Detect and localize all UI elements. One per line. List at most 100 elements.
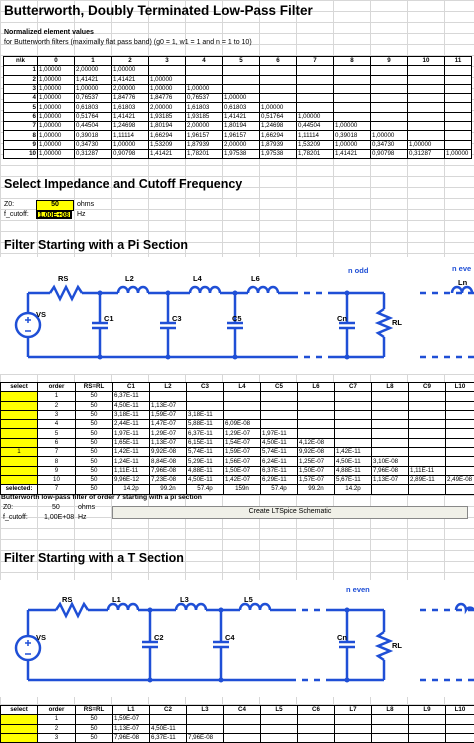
- column-header: 11: [445, 57, 472, 66]
- table-cell: 7,96E-08: [113, 733, 150, 742]
- select-cell[interactable]: [1, 724, 38, 733]
- column-header: L8: [372, 383, 409, 392]
- table-cell: 1,13E-07: [372, 475, 409, 484]
- table-cell: [445, 75, 472, 84]
- column-header: 8: [334, 57, 371, 66]
- table-cell: [297, 94, 334, 103]
- table-cell: 1,66294: [260, 131, 297, 140]
- table-cell: 4,88E-11: [187, 466, 224, 475]
- select-cell[interactable]: [1, 392, 38, 401]
- select-cell[interactable]: [1, 466, 38, 475]
- table-cell: 6,09E-08: [224, 420, 261, 429]
- column-header: C9: [409, 383, 446, 392]
- table-cell: [260, 94, 297, 103]
- t-label-c2: C2: [154, 633, 164, 642]
- table-cell: [260, 84, 297, 93]
- column-header: order: [38, 706, 76, 715]
- table-cell: [408, 94, 445, 103]
- pi-label-l6: L6: [251, 274, 260, 283]
- pi-label-c5: C5: [232, 314, 242, 323]
- table-cell: [298, 733, 335, 742]
- select-cell[interactable]: [1, 429, 38, 438]
- column-header: RS=RL: [76, 706, 113, 715]
- pi-label-n-even: n eve: [452, 264, 471, 273]
- table-cell: 1,00000: [371, 131, 408, 140]
- create-ltspice-schematic-button[interactable]: Create LTSpice Schematic: [112, 506, 468, 519]
- table-cell: [334, 112, 371, 121]
- fc-input[interactable]: 1,00E+08: [36, 210, 72, 219]
- table-cell: [409, 733, 446, 742]
- table-cell: 1,57E-07: [298, 475, 335, 484]
- column-header: n\k: [4, 57, 38, 66]
- table-cell: [408, 66, 445, 75]
- select-cell[interactable]: [1, 715, 38, 724]
- column-header: 2: [112, 57, 149, 66]
- table-cell: [372, 410, 409, 419]
- pi-label-rl: RL: [392, 318, 402, 327]
- table-cell: 7,96E-08: [150, 466, 187, 475]
- selected-cell: [446, 485, 474, 494]
- select-cell[interactable]: [1, 475, 38, 484]
- table-cell: 1,50E-07: [298, 466, 335, 475]
- column-header: RS=RL: [76, 383, 113, 392]
- column-header: L1: [113, 706, 150, 715]
- pi-fc-unit: Hz: [78, 514, 87, 521]
- table-cell: 1: [38, 392, 76, 401]
- table-cell: [372, 420, 409, 429]
- table-cell: 1,97E-11: [113, 429, 150, 438]
- t-label-vs: VS: [36, 633, 46, 642]
- normalized-note: for Butterworth filters (maximally flat …: [4, 39, 252, 46]
- table-cell: [446, 733, 474, 742]
- column-header: 6: [260, 57, 297, 66]
- table-cell: 1,41421: [223, 112, 260, 121]
- select-cell[interactable]: [1, 420, 38, 429]
- pi-label-l2: L2: [125, 274, 134, 283]
- t-label-l5: L5: [244, 595, 253, 604]
- table-cell: 50: [76, 392, 113, 401]
- table-cell: [372, 401, 409, 410]
- table-cell: 4,50E-11: [335, 457, 372, 466]
- column-header: 10: [408, 57, 445, 66]
- table-cell: 6,37E-11: [113, 392, 150, 401]
- table-cell: 6,37E-11: [150, 733, 187, 742]
- table-cell: 2,00000: [75, 66, 112, 75]
- table-cell: [371, 112, 408, 121]
- select-cell[interactable]: [1, 410, 38, 419]
- table-cell: [371, 84, 408, 93]
- table-cell: [335, 401, 372, 410]
- t-section-title: Filter Starting with a T Section: [4, 551, 184, 565]
- table-cell: 1,00000: [75, 84, 112, 93]
- select-cell[interactable]: 1: [1, 448, 38, 457]
- select-cell[interactable]: [1, 457, 38, 466]
- select-cell[interactable]: [1, 438, 38, 447]
- table-cell: [409, 429, 446, 438]
- table-cell: 8: [38, 457, 76, 466]
- table-cell: 2,00000: [223, 140, 260, 149]
- select-cell[interactable]: [1, 401, 38, 410]
- table-cell: 1,42E-07: [224, 475, 261, 484]
- selected-cell: 14.2p: [113, 485, 150, 494]
- table-cell: [298, 392, 335, 401]
- table-cell: [409, 457, 446, 466]
- table-cell: 5,74E-11: [261, 448, 298, 457]
- table-cell: 1,00000: [186, 84, 223, 93]
- table-cell: 1,41421: [112, 75, 149, 84]
- table-cell: [445, 94, 472, 103]
- table-cell: 1,13E-07: [113, 724, 150, 733]
- table-cell: [408, 103, 445, 112]
- table-cell: 0,31287: [408, 149, 445, 158]
- select-cell[interactable]: [1, 733, 38, 742]
- table-cell: 1,29E-07: [150, 429, 187, 438]
- table-cell: [261, 420, 298, 429]
- table-cell: 0,31287: [75, 149, 112, 158]
- pi-label-ln: Ln: [458, 278, 468, 287]
- table-cell: 6,37E-11: [187, 429, 224, 438]
- table-cell: 0,90798: [112, 149, 149, 158]
- table-cell: 1,84776: [149, 94, 186, 103]
